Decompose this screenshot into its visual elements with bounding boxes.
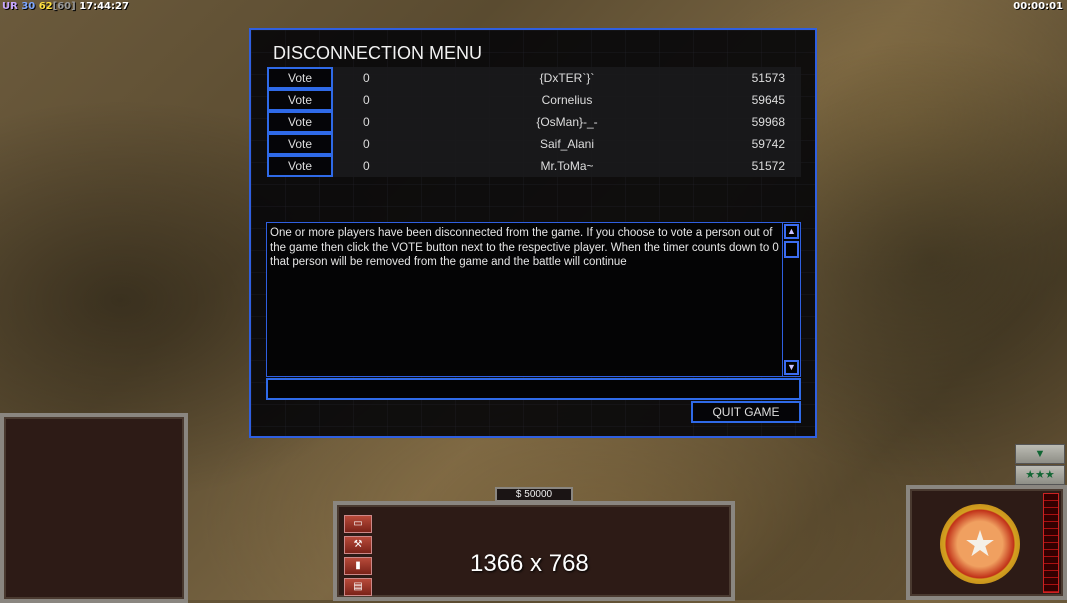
player-row: Vote 0 {OsMan}-_- 59968: [267, 111, 801, 133]
player-row: Vote 0 Cornelius 59645: [267, 89, 801, 111]
player-id: 51572: [751, 159, 785, 173]
scroll-down-icon[interactable]: ▼: [784, 360, 799, 375]
game-timer: 00:00:01: [1013, 1, 1063, 12]
power-gauge: [1043, 493, 1059, 593]
dialog-title: DISCONNECTION MENU: [273, 43, 483, 63]
player-row: Vote 0 {DxTER`}` 51573: [267, 67, 801, 89]
player-name: Cornelius: [541, 93, 593, 107]
vote-count: 0: [363, 71, 370, 85]
player-name: {DxTER`}`: [539, 71, 595, 85]
player-row: Vote 0 Saif_Alani 59742: [267, 133, 801, 155]
vote-count: 0: [363, 137, 370, 151]
vote-count: 0: [363, 159, 370, 173]
disconnection-dialog: DISCONNECTION MENU Vote 0 {DxTER`}` 51573 V…: [249, 28, 817, 438]
vote-button[interactable]: Vote: [267, 67, 333, 89]
message-box: One or more players have been disconnect…: [266, 222, 801, 377]
command-panel: ▭ ⚒ ▮ ▤: [333, 501, 735, 601]
chat-input[interactable]: [266, 378, 801, 400]
player-name: {OsMan}-_-: [536, 115, 598, 129]
hud-value-2: 62: [38, 1, 53, 12]
player-row: Vote 0 Mr.ToMa~ 51572: [267, 155, 801, 177]
vote-count: 0: [363, 115, 370, 129]
hud-value-3: [60]: [52, 1, 76, 12]
player-name: Mr.ToMa~: [540, 159, 594, 173]
hud-value-1: 30: [21, 1, 36, 12]
faction-emblem-icon: ★: [940, 504, 1020, 584]
vote-button[interactable]: Vote: [267, 89, 333, 111]
quit-game-button[interactable]: QUIT GAME: [691, 401, 801, 423]
general-panel: ★: [906, 485, 1067, 600]
resolution-overlay: 1366 x 768: [470, 550, 589, 577]
wrench-icon[interactable]: ⚒: [344, 536, 372, 554]
money-display: $ 50000: [495, 487, 573, 502]
message-text: One or more players have been disconnect…: [270, 227, 779, 268]
clock: 17:44:27: [79, 1, 129, 12]
vote-button[interactable]: Vote: [267, 133, 333, 155]
chevron-down-icon: ▼: [1034, 448, 1046, 460]
info-icon[interactable]: ▮: [344, 557, 372, 575]
diplomacy-icon[interactable]: ▤: [344, 578, 372, 596]
vote-count: 0: [363, 93, 370, 107]
collapse-button[interactable]: ▼: [1015, 444, 1065, 464]
player-id: 59742: [751, 137, 785, 151]
player-name: Saif_Alani: [539, 137, 595, 151]
scroll-thumb[interactable]: [784, 241, 799, 258]
radar-panel: [0, 413, 188, 603]
rank-stars: ★★★: [1025, 469, 1055, 481]
rank-button[interactable]: ★★★: [1015, 465, 1065, 485]
vote-button[interactable]: Vote: [267, 155, 333, 177]
options-icon[interactable]: ▭: [344, 515, 372, 533]
scroll-up-icon[interactable]: ▲: [784, 224, 799, 239]
scrollbar[interactable]: ▲ ▼: [782, 223, 800, 376]
faction: UR: [2, 1, 18, 12]
player-id: 51573: [751, 71, 785, 85]
hud-status: UR 30 62[60] 17:44:27: [2, 1, 129, 12]
player-id: 59645: [751, 93, 785, 107]
player-id: 59968: [751, 115, 785, 129]
vote-button[interactable]: Vote: [267, 111, 333, 133]
